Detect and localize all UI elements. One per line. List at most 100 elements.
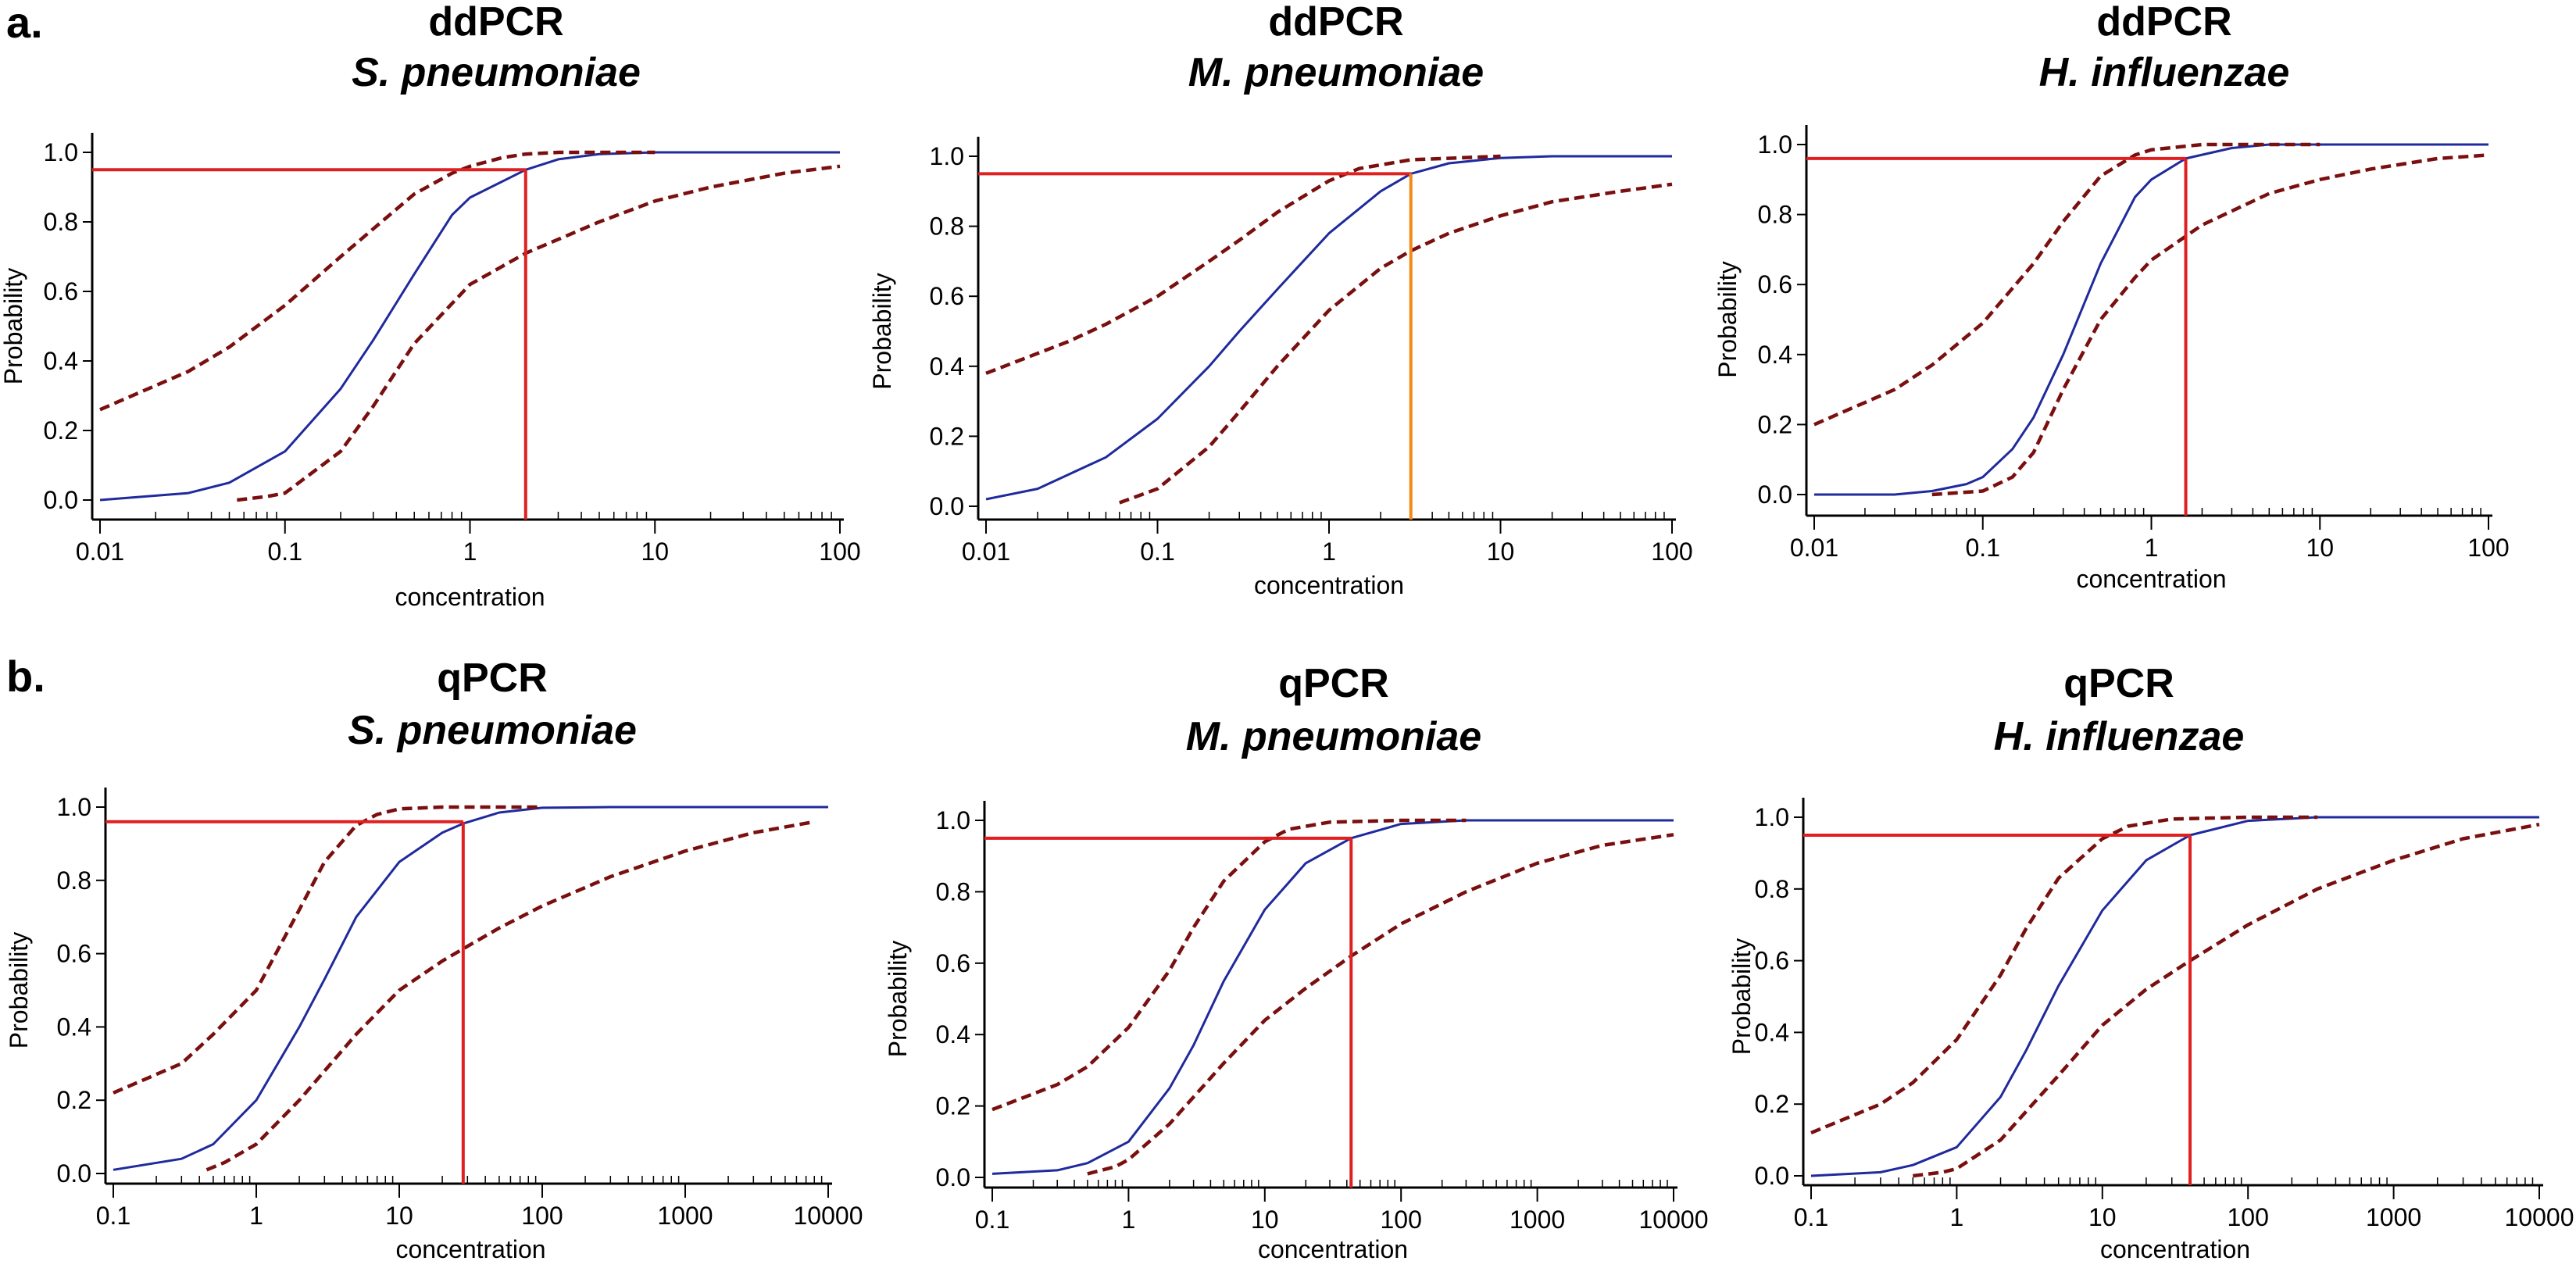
y-tick-label: 1.0	[1758, 130, 1792, 159]
y-tick-label: 1.0	[1755, 803, 1789, 831]
y-tick-label: 0.4	[936, 1020, 970, 1048]
series-lower-ci-line	[237, 164, 841, 502]
x-tick-label: 1	[249, 1202, 263, 1230]
x-tick-label: 0.01	[1790, 534, 1838, 562]
x-tick-label: 0.1	[96, 1202, 130, 1230]
y-tick-label: 0.0	[1758, 480, 1792, 509]
y-tick-label: 1.0	[930, 142, 964, 170]
y-axis-label: Probability	[1727, 938, 1756, 1055]
y-tick-label: 0.4	[1758, 341, 1792, 369]
y-tick-label: 0.8	[936, 877, 970, 906]
x-tick-label: 1	[463, 538, 477, 566]
series-fit-line	[991, 819, 1674, 1175]
series-upper-ci-line	[1813, 142, 2321, 427]
y-tick-label: 0.0	[930, 492, 964, 520]
y-tick-label: 1.0	[57, 793, 91, 821]
panel-label-b: b.	[6, 652, 45, 701]
x-tick-label: 0.1	[1140, 538, 1174, 566]
chart-subtitle: M. pneumoniae	[1188, 50, 1484, 95]
y-tick-label: 0.4	[1755, 1018, 1789, 1046]
x-tick-label: 1000	[657, 1202, 713, 1230]
y-tick-label: 0.6	[1755, 947, 1789, 975]
panel-label-a: a.	[6, 0, 43, 47]
chart-title: qPCR	[1278, 661, 1389, 706]
series-lower-ci-line	[1931, 153, 2489, 497]
series-upper-ci-line	[99, 150, 656, 412]
series-upper-ci-line	[991, 818, 1467, 1112]
series-upper-ci-line	[113, 805, 542, 1095]
chart-subtitle: H. influenzae	[2039, 50, 2290, 95]
x-axis-label: concentration	[1254, 571, 1404, 599]
y-tick-label: 0.6	[44, 277, 78, 305]
x-tick-label: 100	[1381, 1206, 1422, 1234]
x-axis-label: concentration	[2076, 565, 2226, 593]
y-tick-label: 0.6	[57, 940, 91, 968]
series-fit-line	[1810, 816, 2539, 1177]
x-tick-label: 100	[521, 1202, 563, 1230]
x-tick-label: 1	[1950, 1203, 1964, 1231]
y-tick-label: 0.6	[936, 949, 970, 977]
x-tick-label: 0.1	[1794, 1203, 1828, 1231]
y-tick-label: 0.0	[1755, 1162, 1789, 1190]
x-tick-label: 100	[1651, 538, 1692, 566]
y-tick-label: 0.2	[930, 422, 964, 450]
y-tick-label: 0.8	[57, 866, 91, 895]
x-tick-label: 10000	[1639, 1206, 1709, 1234]
y-axis-label: Probability	[868, 273, 896, 389]
series-lower-ci-line	[1087, 833, 1674, 1176]
series-fit-line	[1814, 143, 2488, 496]
chart-subtitle: S. pneumoniae	[352, 50, 641, 95]
y-tick-label: 0.4	[930, 352, 964, 380]
x-tick-label: 10	[385, 1202, 413, 1230]
x-tick-label: 1	[1322, 538, 1336, 566]
chart-qpcr-m-pneumoniae: qPCR M. pneumoniae 0.0 0.2 0.4 0.6 0.8 1.0 0.1 1 1…	[884, 661, 1708, 1261]
x-tick-label: 100	[2467, 534, 2509, 562]
x-tick-label: 10	[1487, 538, 1515, 566]
series-fit-line	[113, 806, 828, 1171]
y-tick-label: 0.4	[57, 1013, 91, 1041]
x-tick-label: 0.1	[1966, 534, 2000, 562]
x-tick-label: 0.1	[975, 1206, 1009, 1234]
x-tick-label: 10000	[2505, 1203, 2574, 1231]
chart-qpcr-h-influenzae: qPCR H. influenzae 0.0 0.2 0.4 0.6 0.8 1.0 0.1 1 1…	[1727, 661, 2574, 1261]
series-upper-ci-line	[1810, 815, 2318, 1134]
x-axis-label: concentration	[1258, 1235, 1408, 1261]
y-tick-label: 0.8	[930, 213, 964, 241]
y-axis-label: Probability	[0, 268, 27, 384]
chart-title: qPCR	[2063, 661, 2174, 706]
y-axis-label: Probability	[884, 941, 912, 1057]
x-tick-label: 1000	[1510, 1206, 1565, 1234]
y-tick-label: 0.8	[44, 208, 78, 236]
chart-ddpcr-h-influenzae: ddPCR H. influenzae 0.0 0.2 0.4 0.6 0.8 1.0 0.01…	[1713, 0, 2510, 593]
x-tick-label: 100	[819, 538, 860, 566]
y-tick-label: 0.4	[44, 347, 78, 375]
x-tick-label: 1	[1122, 1206, 1136, 1234]
y-tick-label: 0.0	[44, 486, 78, 514]
x-tick-label: 100	[2228, 1203, 2269, 1231]
chart-title: ddPCR	[2096, 0, 2231, 45]
chart-subtitle: H. influenzae	[1994, 714, 2245, 759]
x-tick-label: 1000	[2366, 1203, 2421, 1231]
series-fit-line	[99, 151, 840, 502]
y-tick-label: 0.6	[930, 282, 964, 310]
chart-ddpcr-s-pneumoniae: ddPCR S. pneumoniae 0.0 0.2 0.4 0.6 0.8 1.0 0.01…	[0, 0, 861, 611]
series-lower-ci-line	[205, 820, 815, 1172]
chart-subtitle: S. pneumoniae	[348, 708, 637, 753]
x-tick-label: 1	[2145, 534, 2159, 562]
y-axis-label: Probability	[5, 932, 33, 1048]
y-tick-label: 0.2	[1755, 1090, 1789, 1118]
x-tick-label: 10	[2306, 534, 2334, 562]
y-tick-label: 0.8	[1755, 875, 1789, 903]
x-tick-label: 10	[2088, 1203, 2117, 1231]
y-tick-label: 0.6	[1758, 270, 1792, 298]
y-tick-label: 1.0	[44, 138, 78, 166]
chart-title: ddPCR	[428, 0, 563, 45]
chart-title: qPCR	[437, 656, 548, 701]
x-tick-label: 0.1	[268, 538, 302, 566]
series-lower-ci-line	[1119, 182, 1673, 505]
x-axis-label: concentration	[395, 583, 545, 611]
chart-title: ddPCR	[1268, 0, 1403, 45]
series-fit-line	[985, 155, 1672, 501]
